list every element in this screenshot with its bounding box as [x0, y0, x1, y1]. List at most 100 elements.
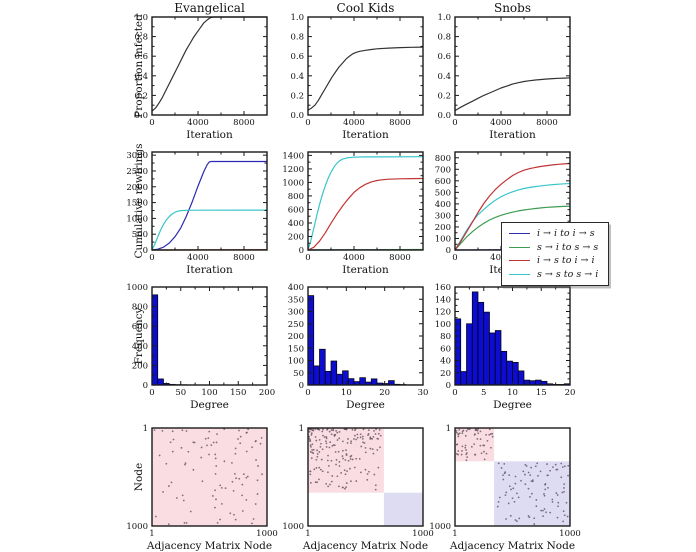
svg-text:Degree: Degree [346, 399, 385, 411]
plot-evangelical-rewirings: 0 4000 8000 0 500 1000 1500 2000 2500 3000 Iterati… [106, 136, 281, 288]
svg-text:1: 1 [299, 424, 304, 434]
svg-text:100: 100 [288, 357, 304, 367]
svg-text:0.0: 0.0 [290, 111, 304, 121]
svg-text:600: 600 [132, 322, 148, 332]
svg-text:Adjacency Matrix Node: Adjacency Matrix Node [302, 540, 428, 552]
legend-line-swatch [509, 260, 530, 262]
svg-text:0: 0 [305, 118, 310, 128]
plot-evangelical-degree-histogram: 0 50 100 150 200 0 200 400 600 800 1000 Degree [106, 271, 281, 423]
legend-label: i → i to i → s [537, 228, 595, 240]
svg-text:1200: 1200 [282, 165, 304, 175]
legend-entry: s → i to s → s [509, 241, 598, 255]
svg-text:1400: 1400 [282, 151, 304, 161]
svg-text:0.2: 0.2 [134, 91, 148, 101]
svg-text:1.0: 1.0 [134, 13, 148, 23]
svg-text:600: 600 [435, 177, 451, 187]
svg-text:0: 0 [299, 246, 304, 256]
svg-text:150: 150 [288, 344, 304, 354]
svg-text:1000: 1000 [412, 529, 434, 539]
svg-text:10: 10 [341, 388, 352, 398]
svg-text:400: 400 [288, 283, 304, 293]
svg-text:0: 0 [305, 388, 310, 398]
svg-text:0: 0 [149, 253, 154, 263]
plot-coolkids-degree-histogram: 0 10 20 30 0 50 100 150 200 250 300 350 400 Degree [262, 271, 437, 423]
plot-coolkids-adjacency-matrix: 1 1000 1 1000 Adjacency Matrix Node [262, 412, 437, 552]
svg-text:150: 150 [230, 388, 246, 398]
svg-text:250: 250 [288, 320, 304, 330]
svg-text:1000: 1000 [429, 522, 451, 532]
svg-text:0.2: 0.2 [437, 91, 451, 101]
svg-text:4000: 4000 [343, 253, 365, 263]
svg-text:50: 50 [293, 369, 304, 379]
legend-entry: i → s to i → i [509, 254, 598, 268]
svg-text:3000: 3000 [126, 151, 148, 161]
svg-text:100: 100 [201, 388, 217, 398]
svg-text:1000: 1000 [282, 178, 304, 188]
svg-text:0: 0 [452, 118, 457, 128]
svg-text:30: 30 [418, 388, 429, 398]
svg-text:5: 5 [481, 388, 486, 398]
svg-text:0.6: 0.6 [290, 52, 304, 62]
svg-text:350: 350 [288, 295, 304, 305]
svg-text:200: 200 [288, 232, 304, 242]
svg-text:0: 0 [305, 253, 310, 263]
svg-text:120: 120 [435, 308, 451, 318]
svg-text:0: 0 [446, 381, 451, 391]
svg-text:1: 1 [305, 529, 310, 539]
svg-text:60: 60 [440, 344, 451, 354]
svg-text:0: 0 [149, 388, 154, 398]
legend-line-swatch [509, 273, 530, 275]
svg-text:4000: 4000 [187, 253, 209, 263]
svg-text:Iteration: Iteration [342, 264, 389, 276]
svg-text:50: 50 [175, 388, 186, 398]
svg-text:8000: 8000 [389, 118, 411, 128]
svg-text:500: 500 [435, 188, 451, 198]
svg-text:15: 15 [536, 388, 547, 398]
svg-text:140: 140 [435, 295, 451, 305]
svg-text:1000: 1000 [256, 529, 278, 539]
svg-text:2500: 2500 [126, 167, 148, 177]
svg-text:4000: 4000 [187, 118, 209, 128]
svg-text:400: 400 [435, 200, 451, 210]
svg-text:80: 80 [440, 332, 451, 342]
svg-text:400: 400 [288, 219, 304, 229]
svg-text:4000: 4000 [490, 118, 512, 128]
plot-snobs-adjacency-matrix: 1 1000 1 1000 Adjacency Matrix Node [409, 412, 584, 552]
svg-text:1.0: 1.0 [290, 13, 304, 23]
svg-text:8000: 8000 [389, 253, 411, 263]
svg-text:200: 200 [259, 388, 275, 398]
svg-text:1000: 1000 [126, 214, 148, 224]
svg-text:200: 200 [288, 332, 304, 342]
legend-label: s → s to s → i [537, 268, 599, 280]
svg-text:0.4: 0.4 [134, 72, 148, 82]
svg-text:Iteration: Iteration [342, 129, 389, 141]
svg-text:10: 10 [507, 388, 518, 398]
svg-text:Degree: Degree [190, 399, 229, 411]
svg-text:1000: 1000 [282, 522, 304, 532]
svg-text:2000: 2000 [126, 183, 148, 193]
svg-text:1500: 1500 [126, 199, 148, 209]
svg-text:160: 160 [435, 283, 451, 293]
svg-text:20: 20 [565, 388, 576, 398]
svg-text:1000: 1000 [559, 529, 581, 539]
svg-text:800: 800 [288, 192, 304, 202]
svg-text:100: 100 [435, 234, 451, 244]
svg-text:300: 300 [288, 308, 304, 318]
legend-line-swatch [509, 246, 530, 248]
svg-text:0.8: 0.8 [437, 33, 451, 43]
plot-snobs-degree-histogram: 0 5 10 15 20 0 20 40 60 80 100 120 140 160 Degree [409, 271, 584, 423]
svg-text:0: 0 [143, 381, 148, 391]
svg-text:0: 0 [299, 381, 304, 391]
svg-text:0.4: 0.4 [290, 72, 304, 82]
svg-text:0.0: 0.0 [134, 111, 148, 121]
svg-text:1.0: 1.0 [437, 13, 451, 23]
svg-text:Iteration: Iteration [186, 129, 233, 141]
svg-text:Iteration: Iteration [186, 264, 233, 276]
svg-text:600: 600 [288, 205, 304, 215]
svg-text:20: 20 [440, 369, 451, 379]
svg-text:0: 0 [143, 246, 148, 256]
svg-text:800: 800 [132, 303, 148, 313]
plot-coolkids-infection-curve: 0 4000 8000 0.0 0.2 0.4 0.6 0.8 1.0 Cool Kids Iter… [262, 1, 437, 153]
svg-text:500: 500 [132, 230, 148, 240]
